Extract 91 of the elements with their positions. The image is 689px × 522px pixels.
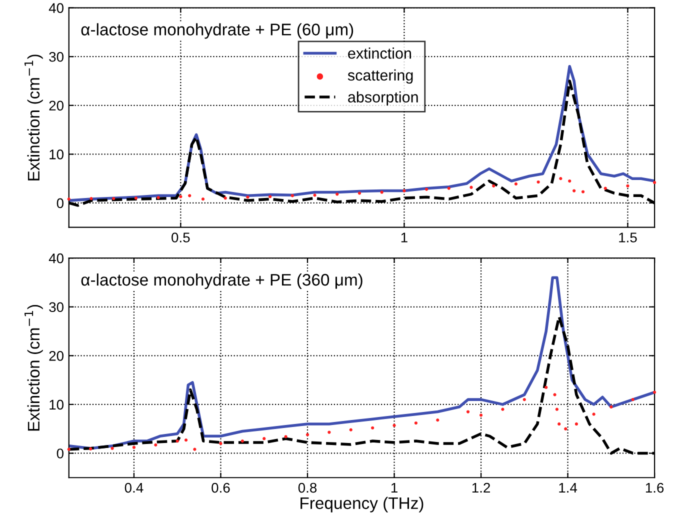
point <box>470 186 473 189</box>
point <box>564 427 568 430</box>
point <box>90 197 93 200</box>
point <box>306 433 310 436</box>
x-axis-title: Frequency (THz) <box>300 496 424 512</box>
point <box>536 180 540 184</box>
point <box>110 446 114 450</box>
point <box>652 390 656 394</box>
point <box>553 393 556 396</box>
point <box>154 443 158 446</box>
point <box>290 194 294 198</box>
point <box>184 438 188 442</box>
x-tick-label: 1.6 <box>646 482 664 493</box>
point <box>492 184 496 188</box>
y-tick-label: 20 <box>49 100 64 111</box>
point <box>201 198 205 201</box>
y-tick-label: 20 <box>49 351 64 361</box>
point <box>568 179 572 183</box>
point <box>89 447 92 450</box>
point <box>336 192 339 196</box>
point <box>349 428 352 432</box>
point <box>313 194 316 197</box>
point <box>179 195 182 198</box>
point <box>219 442 222 446</box>
y-tick-label: 0 <box>56 448 64 458</box>
point <box>501 408 504 411</box>
point <box>414 421 418 425</box>
point <box>479 414 483 417</box>
x-tick-label: 1.2 <box>472 482 490 493</box>
y-axis-title: Extinction (cm$^{−1}$) <box>24 54 43 180</box>
point <box>246 196 250 199</box>
point <box>176 439 179 443</box>
point <box>574 422 578 426</box>
y-tick-label: 10 <box>50 400 64 410</box>
point <box>240 439 244 443</box>
point <box>626 184 630 188</box>
point <box>447 186 450 190</box>
y-tick-label: 30 <box>49 52 64 62</box>
annotation: α-lactose monohydrate + PE (360 μm) <box>81 273 362 289</box>
point <box>652 180 656 184</box>
x-tick-label: 0.5 <box>172 232 190 242</box>
point <box>558 422 561 426</box>
point <box>134 196 138 200</box>
point <box>358 192 362 195</box>
point <box>610 405 613 408</box>
point <box>371 426 374 430</box>
point <box>112 197 116 200</box>
x-tick-label: 0.6 <box>212 482 230 493</box>
point <box>268 195 272 198</box>
point <box>193 448 196 451</box>
point <box>631 398 634 402</box>
x-tick-label: 1.4 <box>559 483 578 493</box>
point <box>67 448 70 451</box>
x-tick-label: 0.4 <box>124 482 144 493</box>
point <box>572 189 576 192</box>
y-tick-label: 10 <box>50 150 64 160</box>
x-tick-label: 1 <box>391 483 398 493</box>
point <box>436 418 440 422</box>
point <box>392 424 396 427</box>
y-axis-title: Extinction (cm$^{−1}$) <box>24 304 43 431</box>
point <box>559 177 562 180</box>
point <box>262 437 266 440</box>
point <box>581 190 585 194</box>
y-tick-label: 0 <box>56 198 64 208</box>
point <box>544 386 548 389</box>
point <box>188 194 192 198</box>
x-tick-label: 0.8 <box>298 482 317 493</box>
x-tick-label: 1.5 <box>619 232 637 242</box>
annotation: α-lactose monohydrate + PE (60 μm) <box>81 23 354 39</box>
y-tick-label: 30 <box>49 302 64 312</box>
legend-label: extinction <box>348 48 411 59</box>
point <box>224 196 227 200</box>
point <box>284 435 288 438</box>
point <box>522 398 526 402</box>
point <box>402 189 406 192</box>
point <box>555 408 558 411</box>
point <box>67 198 70 201</box>
x-tick-label: 1 <box>401 232 408 242</box>
point <box>424 188 428 191</box>
legend-label: scattering <box>348 69 413 84</box>
point <box>328 430 331 434</box>
legend-label: absorption <box>348 91 418 106</box>
point <box>604 186 607 190</box>
point <box>592 412 596 416</box>
point <box>514 182 518 186</box>
point <box>380 190 384 194</box>
point <box>156 196 160 200</box>
y-tick-label: 40 <box>48 3 64 13</box>
y-tick-label: 40 <box>48 253 64 264</box>
point <box>132 446 136 449</box>
point <box>466 410 470 414</box>
